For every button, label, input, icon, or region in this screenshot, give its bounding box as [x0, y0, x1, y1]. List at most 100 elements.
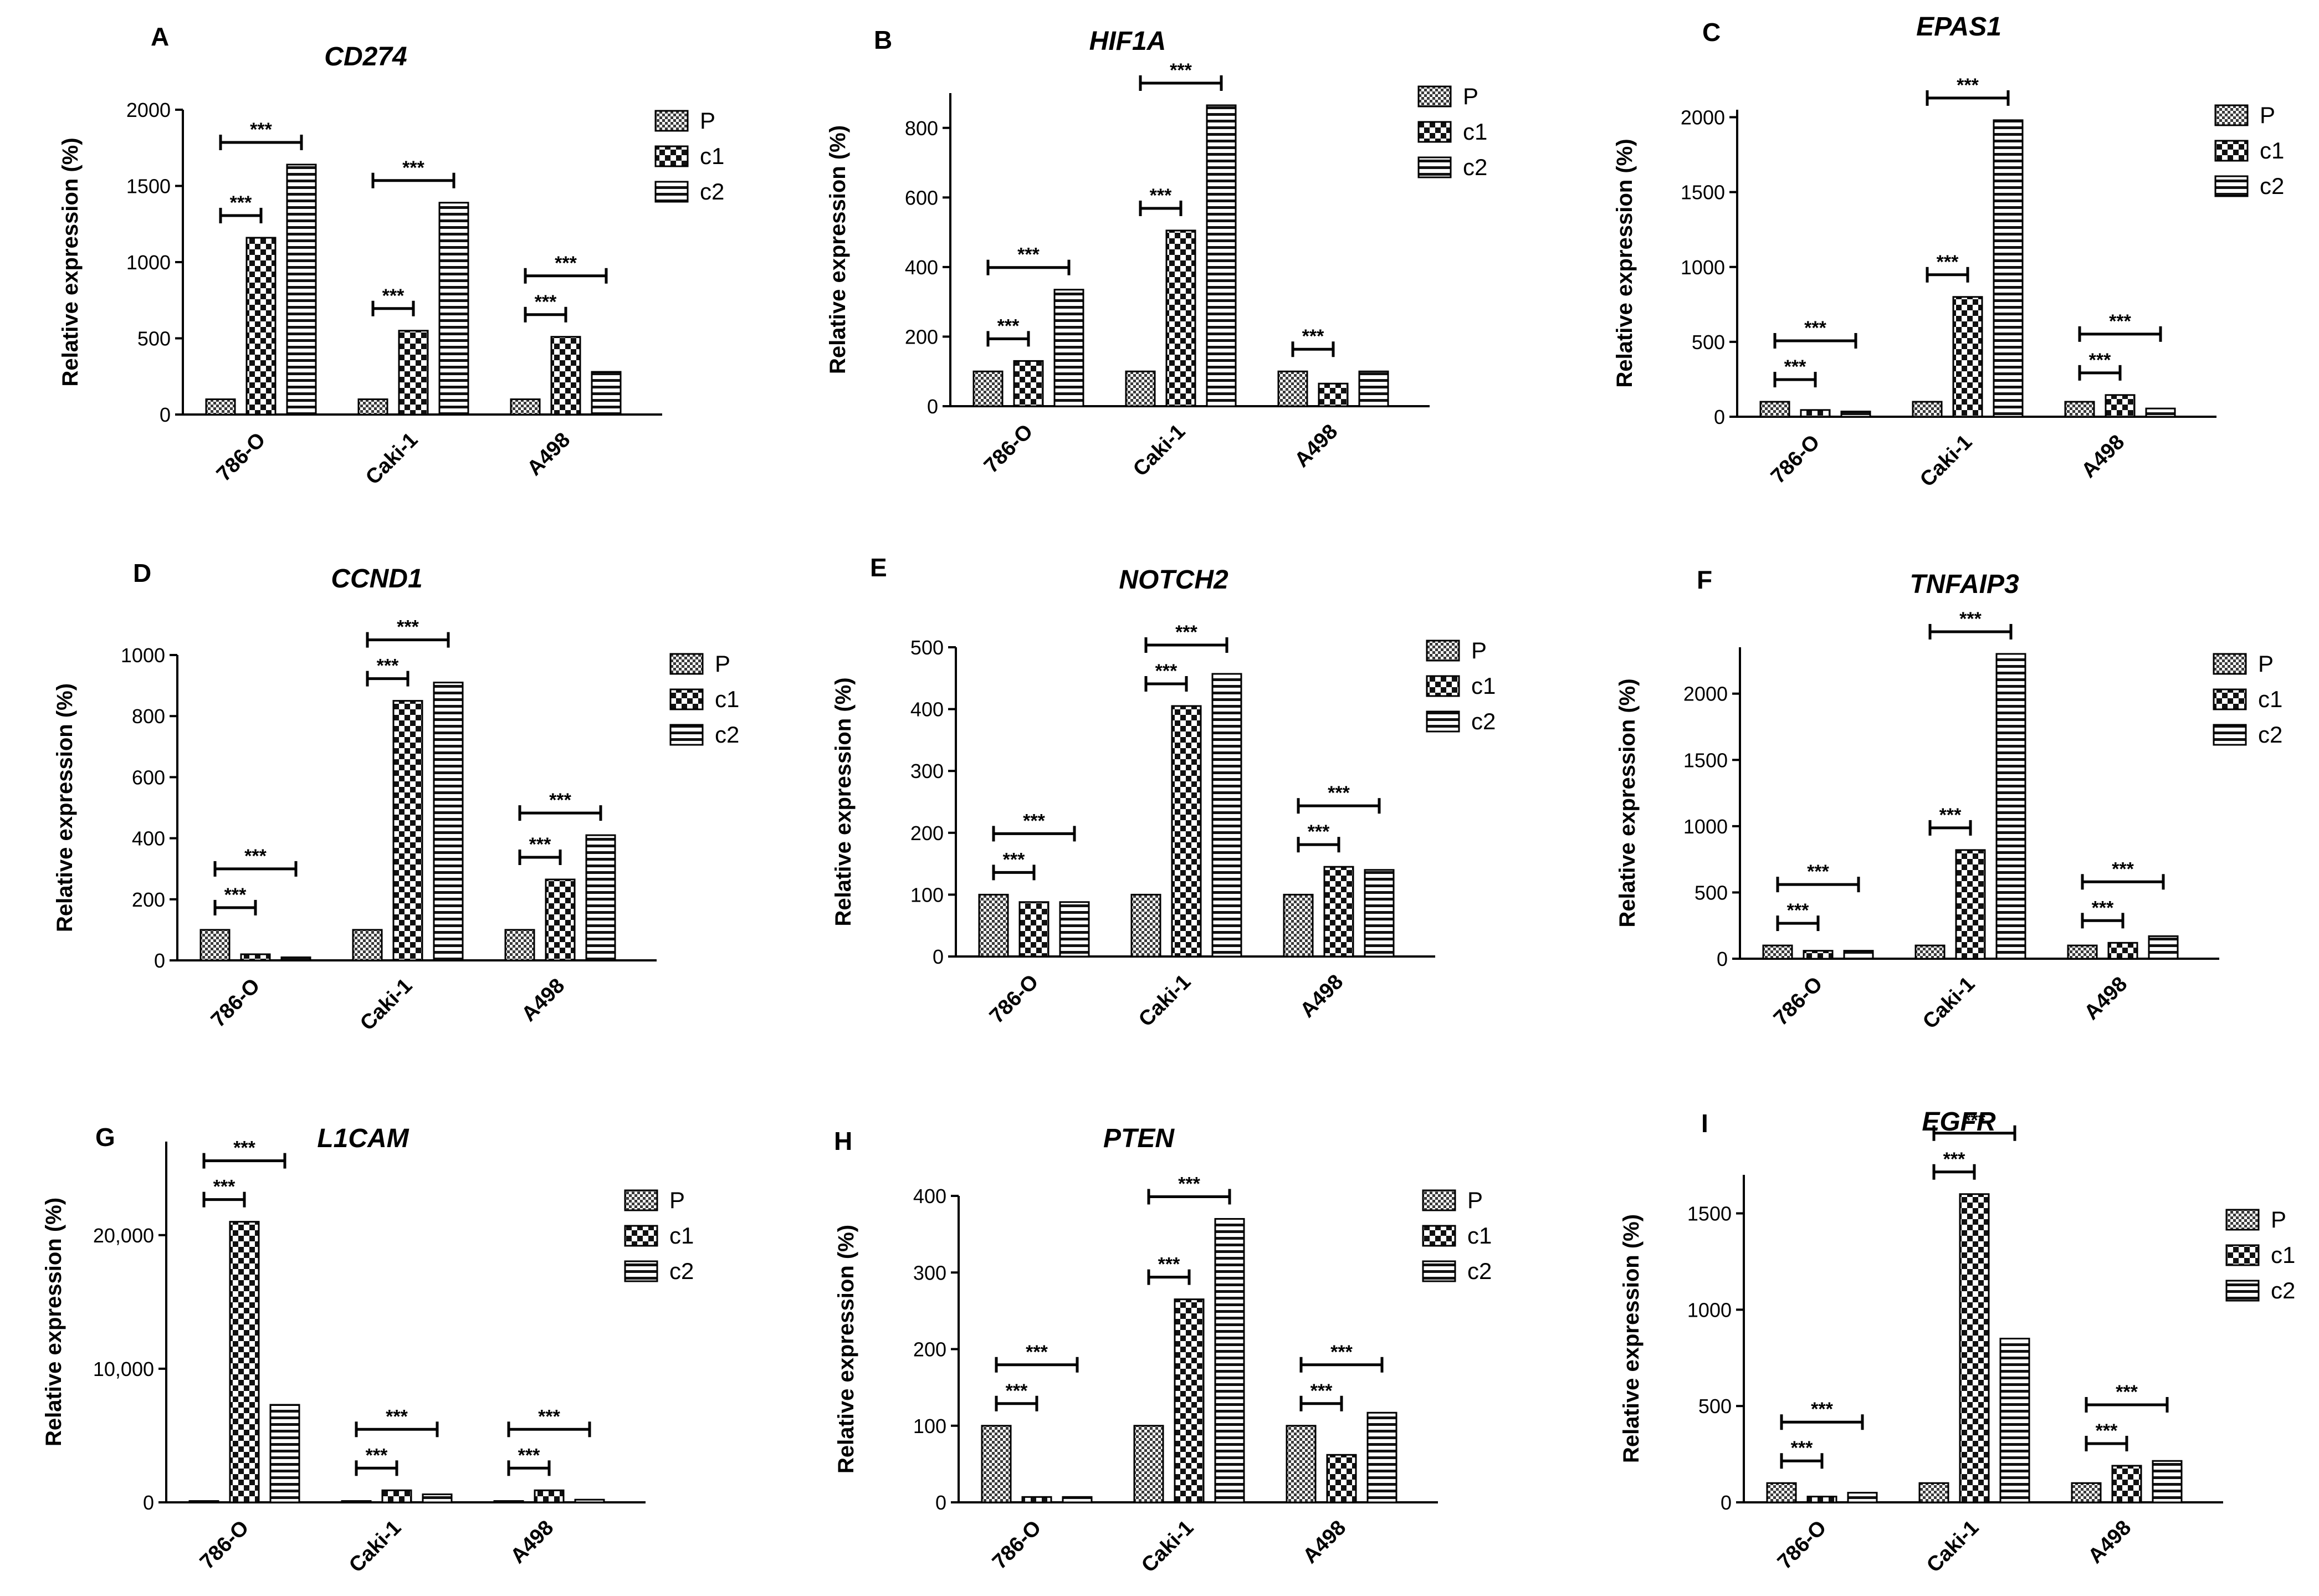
chart-title: TNFAIP3	[1910, 570, 2019, 599]
significance-label: ***	[1150, 185, 1172, 206]
significance-bracket: ***	[1928, 805, 1972, 836]
y-tick-label: 0	[935, 1491, 946, 1514]
bar-c1-caki-1	[1959, 1193, 1990, 1503]
y-tick-label: 300	[913, 1261, 946, 1284]
bar-c2-a498	[2148, 935, 2179, 960]
chart-panel-h: H PTEN 0 100 200 300 400 Relative expression (%…	[834, 1124, 1492, 1577]
bar-c2-a498	[1358, 370, 1389, 407]
significance-bracket: ***	[1299, 1342, 1384, 1373]
bar-p-786-o	[981, 1425, 1012, 1503]
legend-swatch-c1	[654, 145, 689, 167]
x-tick-label: Caki-1	[1918, 973, 1979, 1034]
bar-p-caki-1	[357, 398, 388, 416]
chart-title: CCND1	[331, 564, 422, 594]
significance-label: ***	[518, 1445, 540, 1466]
bar-c1-786-o	[229, 1221, 260, 1503]
y-tick-label: 2000	[126, 99, 171, 121]
y-tick-label: 500	[1692, 331, 1725, 354]
y-tick-label: 10,000	[93, 1358, 154, 1380]
y-axis-label: Relative expression (%)	[826, 125, 850, 374]
chart-title: HIF1A	[1089, 27, 1166, 56]
significance-label: ***	[1328, 782, 1350, 804]
y-tick-label: 1500	[126, 175, 171, 198]
legend-label: c2	[1467, 1258, 1492, 1284]
legend: Pc1 c2	[624, 1187, 694, 1284]
y-axis-label: Relative expression (%)	[834, 1225, 858, 1474]
legend-swatch-c2	[624, 1260, 658, 1282]
significance-bracket: ***	[1928, 608, 2013, 640]
significance-label: ***	[382, 285, 405, 306]
bar-p-a498	[2067, 944, 2098, 960]
y-axis-label: Relative expression (%)	[1615, 678, 1640, 927]
significance-label: ***	[2109, 311, 2131, 332]
significance-label: ***	[1784, 356, 1806, 377]
bar-c2-caki-1	[1993, 119, 2024, 418]
y-tick-label: 1500	[1687, 1203, 1732, 1225]
legend-swatch-p	[1426, 640, 1460, 662]
legend-swatch-c2	[1422, 1260, 1456, 1282]
panel-letter: G	[95, 1123, 115, 1152]
bar-c1-a498	[550, 336, 581, 416]
y-tick-label: 200	[905, 325, 938, 348]
bar-c1-a498	[1318, 382, 1349, 407]
significance-bracket: ***	[366, 656, 409, 687]
legend-swatch-c2	[2214, 175, 2249, 197]
bar-p-caki-1	[1133, 1425, 1164, 1503]
chart-title: PTEN	[1103, 1124, 1175, 1153]
y-axis-label: Relative expression (%)	[58, 137, 83, 386]
significance-bracket: ***	[992, 810, 1076, 842]
significance-bracket: ***	[507, 1445, 551, 1476]
bar-c1-caki-1	[1165, 229, 1196, 407]
significance-label: ***	[1943, 1149, 1965, 1170]
legend-label: P	[1467, 1187, 1483, 1213]
x-tick-label: A498	[2080, 973, 2132, 1025]
bar-p-786-o	[199, 929, 231, 961]
legend-label: c2	[2258, 722, 2282, 748]
significance-bracket: ***	[995, 1342, 1079, 1373]
significance-bracket: ***	[1773, 318, 1857, 349]
bar-c1-786-o	[1018, 901, 1050, 958]
x-tick-label: Caki-1	[1137, 1516, 1198, 1577]
bar-p-786-o	[205, 398, 236, 416]
significance-bracket: ***	[518, 790, 602, 821]
significance-bracket: ***	[219, 119, 303, 150]
legend-label: c1	[715, 686, 739, 712]
y-tick-label: 600	[132, 766, 165, 789]
bar-p-caki-1	[1918, 1482, 1949, 1503]
legend-label: c2	[715, 722, 739, 748]
bar-p-786-o	[1759, 401, 1790, 418]
bar-p-caki-1	[1912, 401, 1943, 418]
panel-letter: B	[874, 25, 892, 54]
significance-bracket: ***	[1776, 900, 1820, 932]
y-axis-label: Relative expression (%)	[1619, 1214, 1644, 1463]
bar-c2-786-o	[286, 163, 317, 416]
significance-bracket: ***	[1926, 252, 1969, 283]
y-tick-label: 100	[910, 883, 944, 906]
significance-label: ***	[386, 1406, 408, 1427]
y-tick-label: 600	[905, 186, 938, 209]
significance-label: ***	[1003, 849, 1025, 870]
significance-bracket: ***	[371, 285, 415, 316]
legend-label: P	[715, 651, 730, 677]
bar-p-a498	[2064, 401, 2095, 418]
significance-bracket: ***	[2085, 1420, 2128, 1451]
x-tick-label: Caki-1	[1916, 431, 1977, 492]
legend-swatch-p	[654, 110, 689, 132]
significance-bracket: ***	[355, 1445, 398, 1476]
legend-swatch-c1	[2214, 140, 2249, 162]
significance-label: ***	[1939, 805, 1962, 826]
legend-swatch-c1	[669, 688, 704, 710]
legend-swatch-c1	[2213, 688, 2247, 710]
y-tick-label: 1000	[126, 251, 171, 274]
significance-bracket: ***	[1932, 1149, 1976, 1180]
significance-bracket: ***	[355, 1406, 439, 1438]
legend-swatch-c1	[624, 1225, 658, 1247]
x-tick-label: 786-O	[1767, 431, 1824, 488]
significance-bracket: ***	[1147, 1254, 1191, 1285]
legend-swatch-p	[2214, 104, 2249, 126]
significance-bracket: ***	[371, 157, 455, 188]
bar-p-a498	[2071, 1482, 2102, 1503]
significance-label: ***	[244, 846, 267, 867]
